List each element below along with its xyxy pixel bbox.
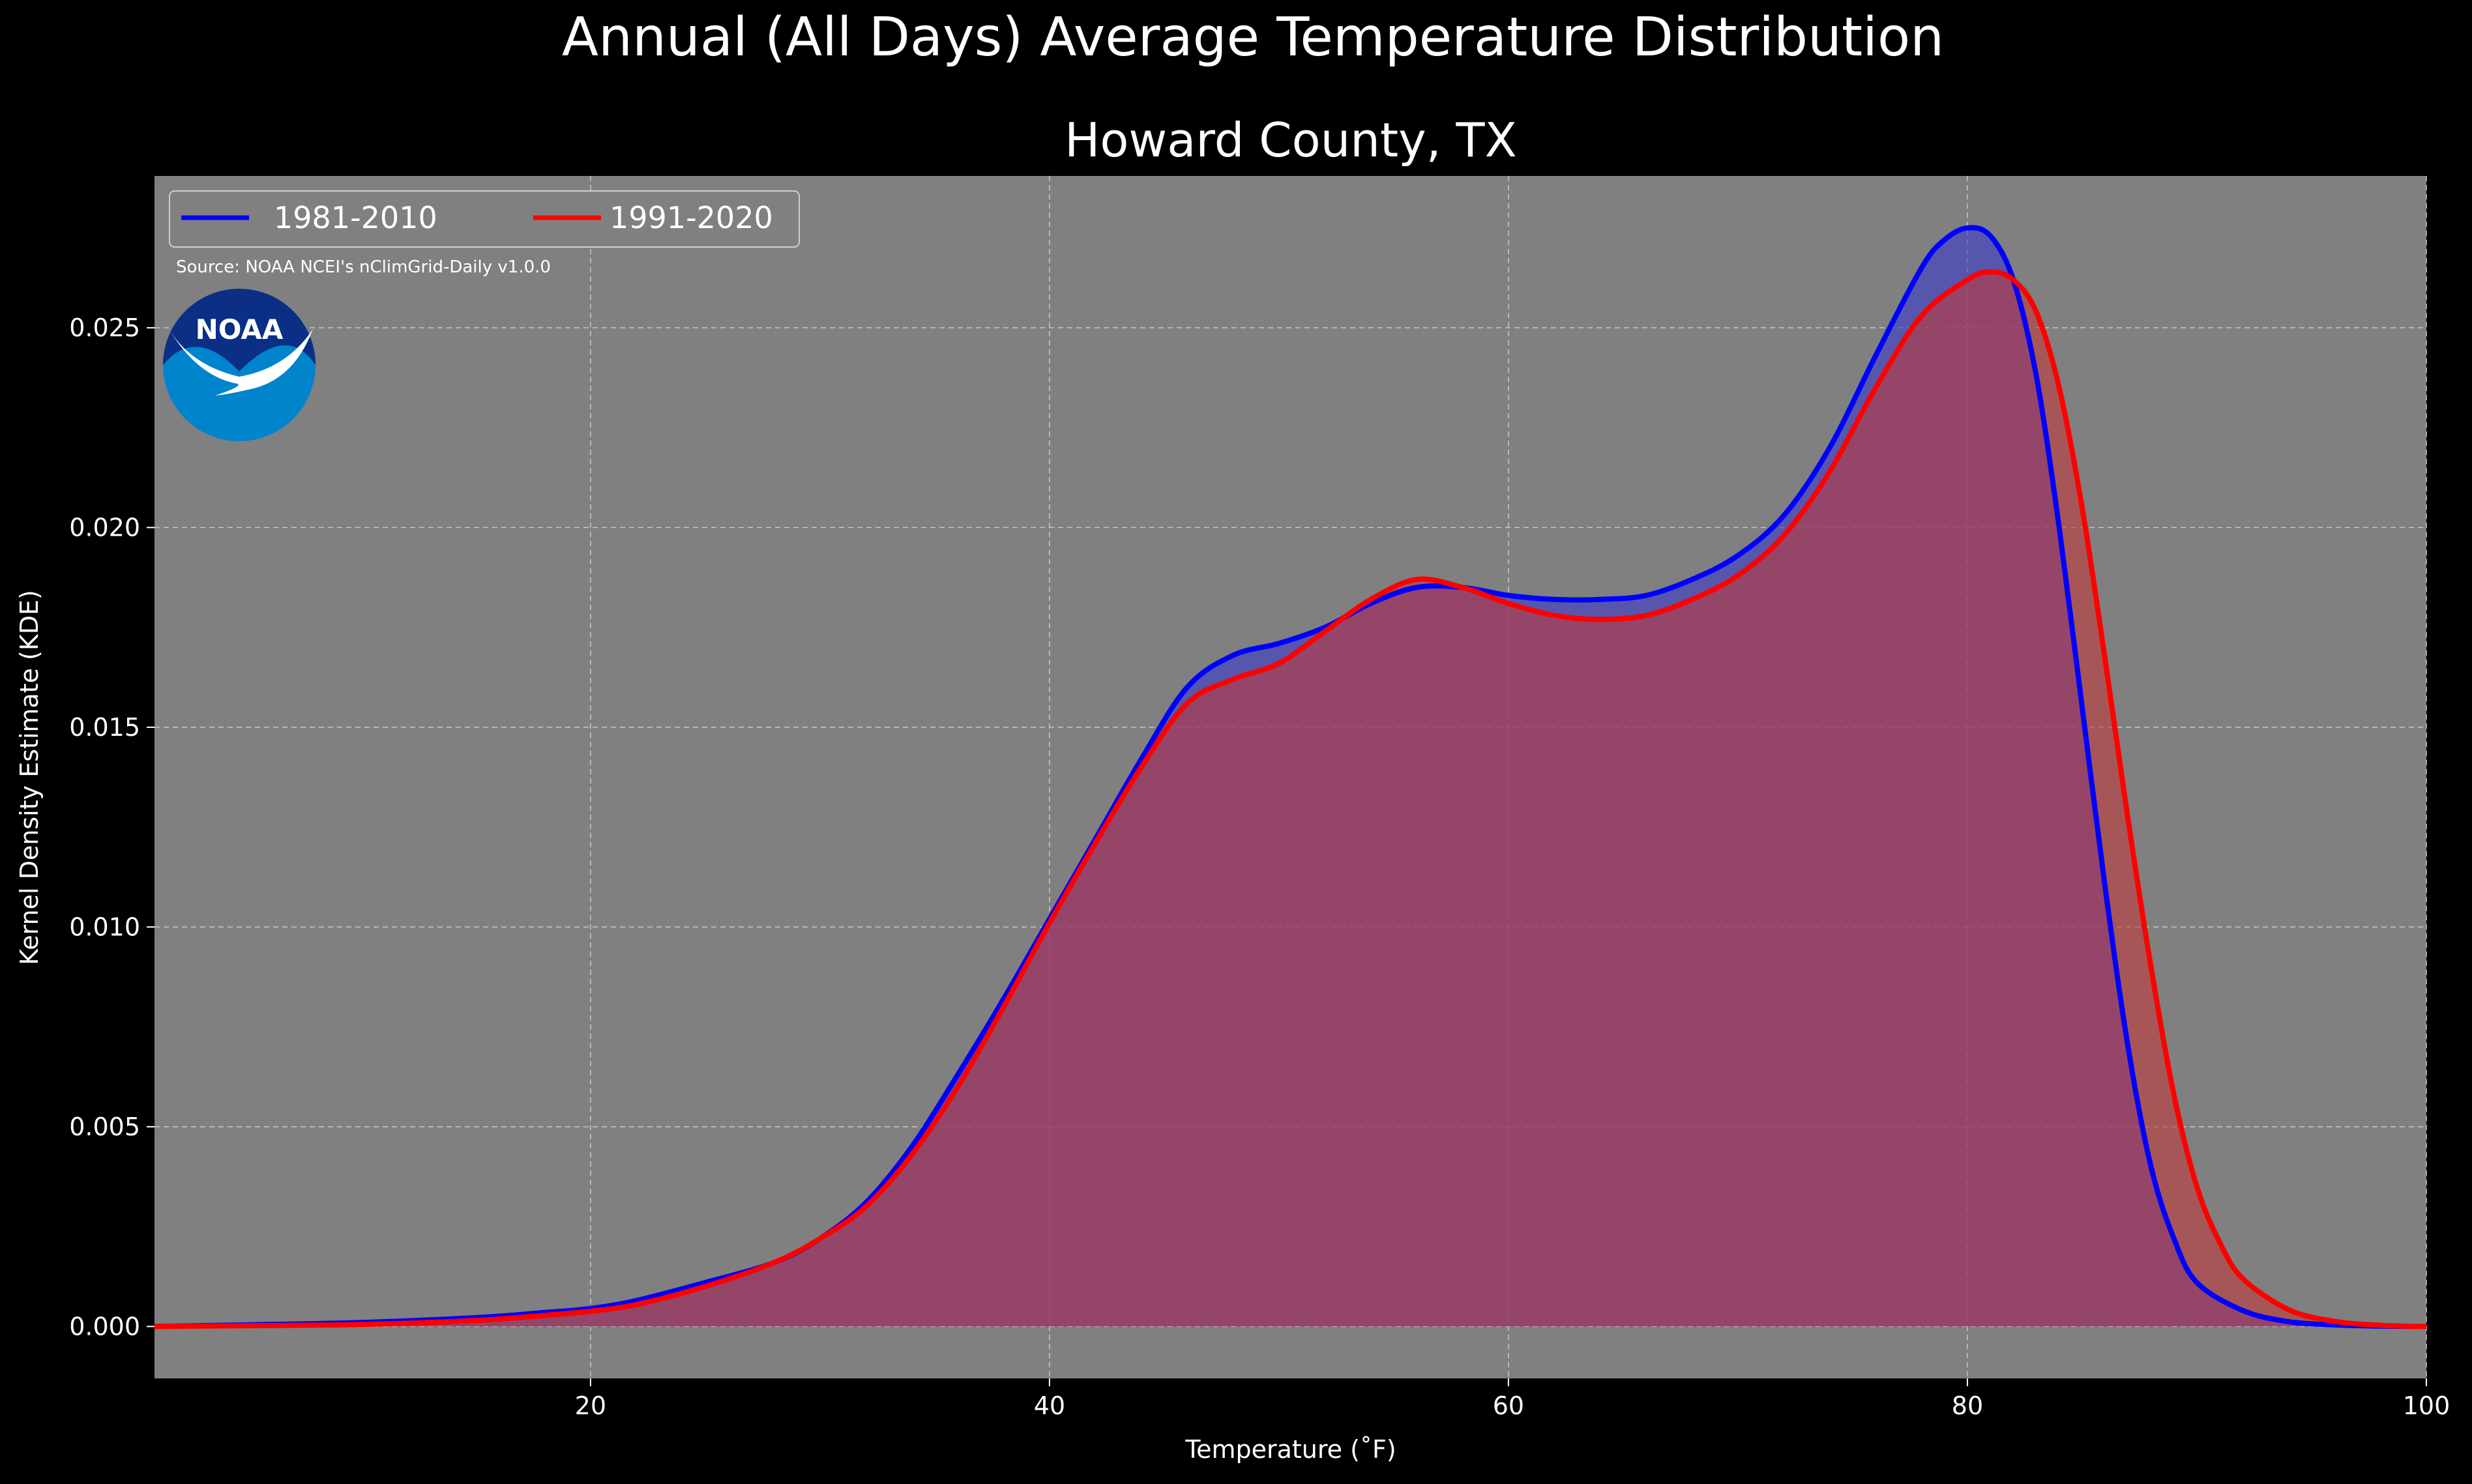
x-tick-label: 20 bbox=[575, 1391, 606, 1420]
noaa-logo-bird-icon bbox=[167, 326, 313, 396]
y-tick-label: 0.020 bbox=[69, 513, 140, 542]
noaa-logo-text: NOAA bbox=[196, 313, 284, 345]
x-tick-label: 80 bbox=[1952, 1391, 1983, 1420]
legend-label-1981-2010: 1981-2010 bbox=[274, 200, 437, 235]
legend-label-1991-2020: 1991-2020 bbox=[610, 200, 773, 235]
y-axis-ticks: 0.000 0.005 0.010 0.015 0.020 0.025 bbox=[69, 313, 154, 1341]
density-area-1991-2020 bbox=[154, 272, 2426, 1327]
source-note: Source: NOAA NCEI's nClimGrid-Daily v1.0… bbox=[176, 257, 551, 277]
noaa-logo-dark-top bbox=[163, 289, 316, 371]
legend: 1981-2010 1991-2020 bbox=[169, 190, 800, 248]
x-axis-label: Temperature (˚F) bbox=[1184, 1435, 1396, 1464]
y-tick-label: 0.015 bbox=[69, 713, 140, 742]
chart-subtitle: Howard County, TX bbox=[1065, 113, 1517, 167]
density-line-1991-2020 bbox=[154, 269, 2427, 1330]
x-axis-ticks: 20 40 60 80 100 bbox=[575, 1378, 2450, 1420]
x-tick-label: 60 bbox=[1493, 1391, 1524, 1420]
density-areas bbox=[154, 227, 2426, 1327]
y-tick-label: 0.005 bbox=[69, 1113, 140, 1141]
y-tick-label: 0.025 bbox=[69, 313, 140, 342]
density-lines bbox=[154, 225, 2427, 1330]
y-tick-label: 0.010 bbox=[69, 912, 140, 941]
x-tick-label: 40 bbox=[1034, 1391, 1065, 1420]
y-axis-label: Kernel Density Estimate (KDE) bbox=[15, 590, 44, 965]
legend-box bbox=[169, 190, 800, 248]
noaa-logo: NOAA bbox=[163, 289, 316, 441]
y-tick-label: 0.000 bbox=[69, 1312, 140, 1341]
x-tick-label: 100 bbox=[2403, 1391, 2450, 1420]
chart-title: Annual (All Days) Average Temperature Di… bbox=[562, 7, 1944, 68]
